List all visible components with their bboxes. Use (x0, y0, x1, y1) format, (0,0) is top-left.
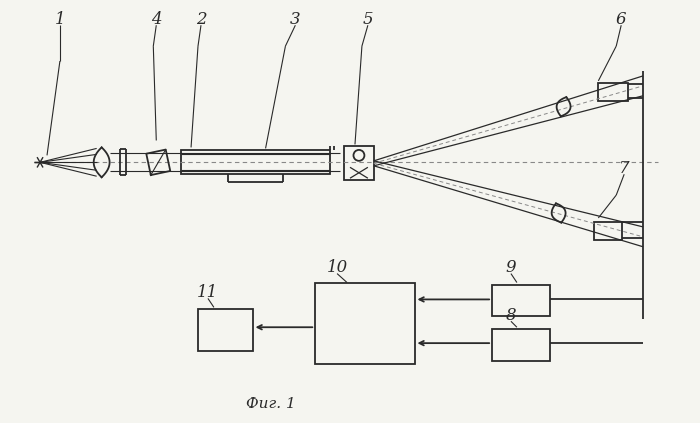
Bar (344, 146, 374, 180)
Bar (598, 83, 628, 101)
Text: 3: 3 (290, 11, 301, 28)
Text: 1: 1 (55, 11, 65, 28)
Text: 5: 5 (363, 11, 373, 28)
Text: 4: 4 (151, 11, 162, 28)
Bar (492, 285, 550, 316)
Text: 7: 7 (619, 160, 629, 177)
Text: 11: 11 (197, 284, 218, 301)
Text: 8: 8 (505, 307, 516, 324)
Text: 6: 6 (616, 11, 626, 28)
Text: Фиг. 1: Фиг. 1 (246, 397, 295, 411)
Text: 2: 2 (196, 11, 206, 28)
Bar (198, 309, 253, 351)
Bar (315, 283, 414, 364)
Bar (594, 222, 622, 240)
Bar (492, 329, 550, 361)
Bar (181, 151, 330, 174)
Text: 10: 10 (326, 259, 348, 276)
Text: 9: 9 (505, 259, 516, 276)
